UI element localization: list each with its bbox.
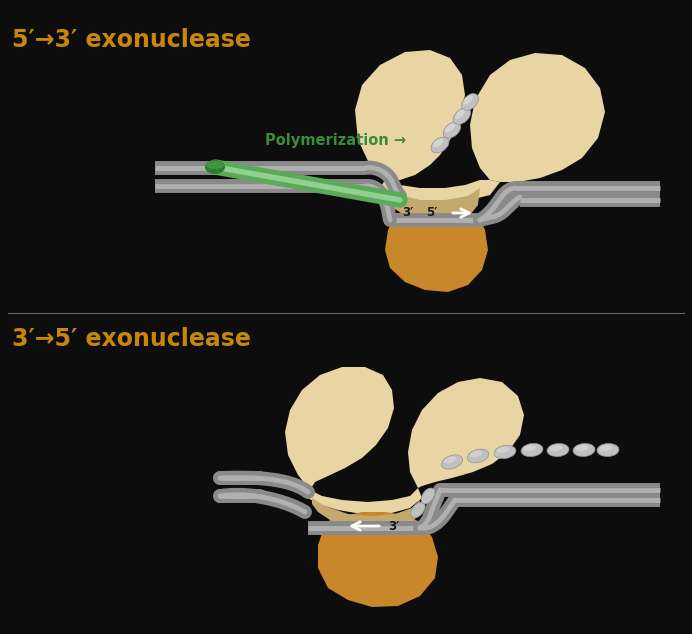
Polygon shape — [355, 50, 465, 180]
Text: 5′: 5′ — [426, 207, 437, 219]
Text: Polymerization →: Polymerization → — [265, 133, 406, 148]
Ellipse shape — [445, 124, 455, 133]
Ellipse shape — [573, 443, 595, 456]
Polygon shape — [308, 488, 422, 514]
Ellipse shape — [521, 443, 543, 456]
Polygon shape — [470, 53, 605, 182]
Polygon shape — [285, 367, 394, 490]
Ellipse shape — [206, 161, 224, 169]
Ellipse shape — [411, 502, 425, 518]
Polygon shape — [408, 378, 524, 488]
Ellipse shape — [494, 445, 516, 458]
Ellipse shape — [431, 137, 449, 153]
Ellipse shape — [463, 95, 473, 105]
Ellipse shape — [455, 110, 465, 119]
Text: 3′: 3′ — [388, 519, 399, 533]
Ellipse shape — [599, 445, 612, 451]
Text: 3′→5′ exonuclease: 3′→5′ exonuclease — [12, 327, 251, 351]
Ellipse shape — [462, 94, 478, 110]
Ellipse shape — [205, 160, 225, 174]
Polygon shape — [385, 208, 488, 292]
Text: 3′: 3′ — [402, 207, 414, 219]
Ellipse shape — [467, 449, 489, 463]
Text: 5′→3′ exonuclease: 5′→3′ exonuclease — [12, 28, 251, 52]
Ellipse shape — [547, 443, 569, 456]
Polygon shape — [318, 512, 438, 607]
Ellipse shape — [444, 456, 456, 463]
Polygon shape — [388, 188, 480, 222]
Polygon shape — [380, 180, 500, 202]
Polygon shape — [312, 498, 420, 530]
Ellipse shape — [432, 139, 443, 147]
Ellipse shape — [497, 447, 509, 453]
Ellipse shape — [597, 444, 619, 456]
Ellipse shape — [524, 445, 536, 451]
Ellipse shape — [444, 122, 461, 138]
Ellipse shape — [576, 445, 588, 451]
Ellipse shape — [549, 445, 563, 451]
Ellipse shape — [421, 488, 435, 504]
Ellipse shape — [441, 455, 462, 469]
Ellipse shape — [470, 451, 482, 457]
Ellipse shape — [453, 108, 471, 124]
